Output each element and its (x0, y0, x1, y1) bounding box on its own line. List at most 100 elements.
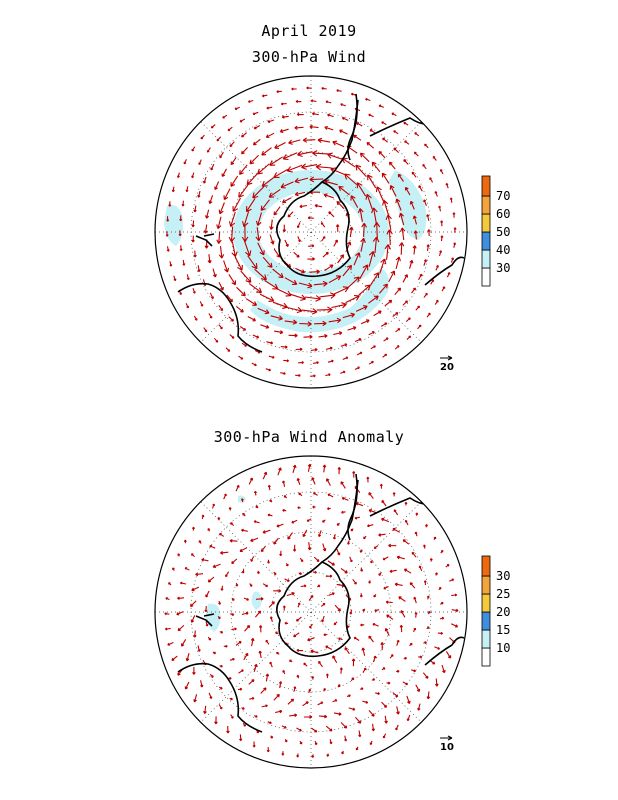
wind-vector (432, 155, 437, 161)
wind-vector (260, 324, 270, 329)
wind-vector (309, 623, 313, 629)
wind-vector (288, 333, 298, 338)
wind-vector (375, 692, 380, 696)
wind-vector (415, 684, 421, 692)
wind-vector (268, 601, 275, 608)
wind-vector (261, 704, 268, 708)
reference-vector-label: 10 (440, 742, 454, 753)
wind-vector (311, 477, 316, 485)
wind-vector (418, 655, 423, 659)
wind-vector (413, 151, 419, 157)
wind-vector (185, 303, 190, 309)
wind-vector (351, 658, 356, 667)
wind-vector (303, 334, 313, 339)
wind-vector (453, 227, 457, 233)
wind-vector (368, 492, 374, 499)
wind-vector (306, 86, 312, 90)
wind-vector (298, 572, 303, 575)
wind-vector (289, 713, 298, 718)
wind-vector (449, 578, 455, 582)
wind-vector (287, 211, 294, 218)
wind-vector (336, 548, 341, 556)
wind-vector (373, 310, 382, 317)
wind-vector (302, 701, 309, 707)
wind-vector (328, 317, 342, 324)
wind-vector (371, 723, 376, 732)
wind-vector (242, 512, 246, 517)
wind-vector (403, 568, 412, 574)
wind-vector (218, 246, 225, 259)
wind-vector (413, 230, 418, 240)
wind-vector (278, 681, 283, 689)
wind-vector (287, 532, 293, 540)
wind-vector (284, 277, 298, 286)
wind-vector (368, 635, 374, 643)
wind-vector (214, 181, 220, 191)
jet-ring-shading (233, 170, 390, 294)
wind-vector (241, 225, 249, 242)
wind-vector (311, 112, 319, 116)
wind-vector (404, 186, 411, 196)
wind-vector (310, 348, 318, 352)
wind-vector (258, 650, 262, 659)
wind-vector (398, 212, 405, 226)
wind-vector (328, 275, 342, 284)
wind-vector (207, 528, 211, 532)
africa-coastline (424, 256, 465, 286)
wind-vector (406, 695, 411, 705)
wind-vector (185, 653, 190, 662)
wind-vector (190, 615, 196, 623)
wind-vector (350, 195, 359, 208)
wind-vector (317, 584, 321, 588)
wind-vector (229, 141, 235, 148)
wind-vector (254, 610, 262, 618)
wind-vector (423, 580, 427, 586)
wind-vector (333, 621, 338, 626)
wind-vector (236, 306, 244, 313)
wind-vector (171, 186, 175, 193)
wind-vector (327, 493, 334, 498)
wind-vector (411, 551, 417, 558)
wind-vector (341, 157, 356, 168)
wind-vector (319, 292, 336, 299)
wind-vector (283, 495, 288, 499)
wind-vector (230, 175, 239, 187)
wind-vector (210, 124, 216, 129)
wind-vector (409, 200, 415, 210)
wind-vector (265, 639, 270, 645)
wind-vector (290, 293, 307, 301)
wind-vector (255, 597, 264, 601)
wind-vector (259, 293, 275, 302)
wind-vector (269, 156, 283, 166)
wind-vector (349, 609, 353, 615)
wind-vector (445, 651, 452, 659)
wind-vector (370, 559, 374, 564)
wind-vector (222, 114, 228, 119)
wind-vector (384, 628, 390, 636)
colorbar-swatch-40-50 (481, 231, 491, 251)
wind-vector (197, 645, 201, 652)
wind-vector (312, 505, 316, 509)
wind-vector (340, 103, 346, 107)
wind-vector (168, 201, 172, 207)
wind-vector (434, 678, 439, 687)
wind-vector (413, 627, 417, 633)
wind-vector (383, 337, 389, 342)
wind-vector (411, 171, 417, 178)
wind-vector (301, 308, 318, 315)
wind-vector (403, 656, 408, 660)
wind-vector (388, 161, 396, 170)
wind-vector (373, 222, 381, 239)
wind-vector (398, 242, 405, 255)
colorbar-swatch-lt30 (481, 267, 491, 287)
wind-vector (294, 125, 304, 130)
wind-vector (359, 549, 363, 553)
wind-vector (379, 258, 387, 274)
wind-vector (378, 150, 386, 159)
wind-vector (164, 612, 170, 616)
wind-vector (302, 529, 308, 538)
wind-vector (239, 547, 248, 553)
wind-vector (322, 464, 327, 473)
wind-vector (216, 231, 222, 244)
wind-vector (393, 509, 399, 516)
